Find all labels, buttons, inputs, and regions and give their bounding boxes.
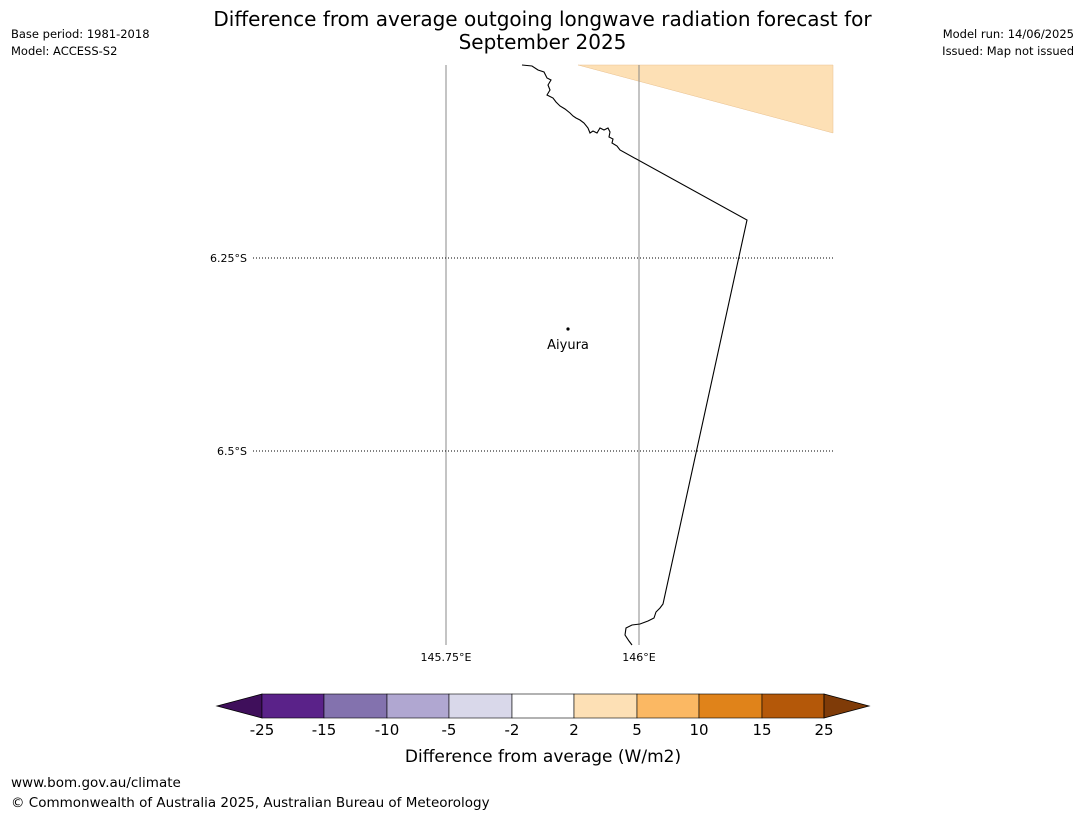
colorbar-bin-3 [386,693,450,719]
colorbar-tick: -5 [442,721,457,739]
colorbar-bin-4 [448,693,513,719]
colorbar-tick: 2 [569,721,579,739]
colorbar-bin-6 [573,693,638,719]
map-title: Difference from average outgoing longwav… [0,8,1085,54]
colorbar-tick: -25 [250,721,275,739]
colorbar-bin-2 [323,693,388,719]
base-period: Base period: 1981-2018 [11,27,150,41]
footer-copyright: © Commonwealth of Australia 2025, Austra… [11,795,490,811]
colorbar-tick: 5 [632,721,642,739]
place-marker [566,327,570,331]
coastline [521,64,748,646]
colorbar: -25 -15 -10 -5 -2 2 5 10 15 25 Differenc… [215,693,871,767]
colorbar-bin-8 [698,693,763,719]
lat-label-6-25: 6.25°S [210,252,247,265]
model-run: Model run: 14/06/2025 [942,27,1074,41]
footer-url: www.bom.gov.au/climate [11,775,181,791]
title-line-1: Difference from average outgoing longwav… [213,7,872,31]
colorbar-tick: 25 [814,721,833,739]
colorbar-extend-high [823,693,871,719]
colorbar-bin-9 [761,693,825,719]
colorbar-tick: 15 [752,721,771,739]
colorbar-tick: -10 [375,721,400,739]
colorbar-tick: 10 [689,721,708,739]
title-line-2: September 2025 [458,30,627,54]
colorbar-tick: -2 [505,721,520,739]
colorbar-bin-5 [511,693,575,719]
colorbar-bin-1 [261,693,325,719]
lat-label-6-5: 6.5°S [217,445,247,458]
place-label: Aiyura [547,338,589,353]
model-name: Model: ACCESS-S2 [11,44,118,58]
colorbar-bin-7 [636,693,700,719]
anomaly-shading [577,64,834,134]
meta-left: Base period: 1981-2018 Model: ACCESS-S2 [11,26,150,60]
lon-label-145-75: 145.75°E [421,651,472,664]
colorbar-tick: -15 [312,721,337,739]
issued-status: Issued: Map not issued [942,44,1074,58]
lon-label-146: 146°E [622,651,655,664]
meta-right: Model run: 14/06/2025 Issued: Map not is… [942,26,1074,60]
colorbar-label: Difference from average (W/m2) [405,747,681,767]
colorbar-extend-low [215,693,263,719]
